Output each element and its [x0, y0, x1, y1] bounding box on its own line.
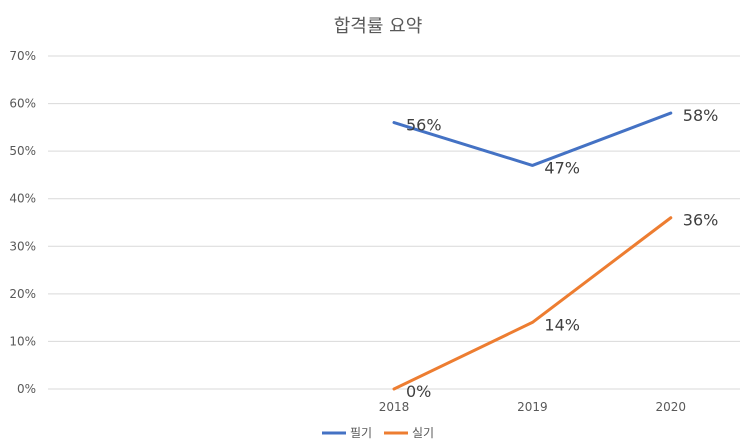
- gridlines: [48, 55, 740, 390]
- x-tick-label: 2020: [656, 400, 687, 414]
- data-label: 36%: [683, 211, 719, 230]
- data-label: 0%: [406, 382, 431, 401]
- series-lines: [392, 111, 673, 391]
- y-tick-label: 60%: [9, 97, 36, 111]
- series-line: [392, 111, 673, 167]
- y-tick-label: 0%: [17, 382, 36, 396]
- data-label: 58%: [683, 106, 719, 125]
- y-tick-label: 50%: [9, 144, 36, 158]
- y-axis-ticks: 0% 10% 20% 30% 40% 50% 60% 70%: [9, 49, 36, 396]
- legend: 필기 실기: [322, 426, 434, 440]
- x-tick-label: 2019: [517, 400, 548, 414]
- series-line: [392, 216, 673, 391]
- data-labels: 56% 47% 58% 0% 14% 36%: [406, 106, 718, 401]
- y-tick-label: 40%: [9, 192, 36, 206]
- data-label: 14%: [544, 315, 580, 334]
- y-tick-label: 20%: [9, 287, 36, 301]
- y-tick-label: 10%: [9, 334, 36, 348]
- legend-label: 실기: [412, 426, 434, 440]
- x-tick-label: 2018: [379, 400, 410, 414]
- x-axis-ticks: 2018 2019 2020: [379, 400, 686, 414]
- data-label: 47%: [544, 158, 580, 177]
- data-label: 56%: [406, 116, 442, 135]
- chart-title: 합격률 요약: [334, 16, 423, 37]
- y-tick-label: 70%: [9, 49, 36, 63]
- y-tick-label: 30%: [9, 239, 36, 253]
- legend-label: 필기: [350, 426, 372, 440]
